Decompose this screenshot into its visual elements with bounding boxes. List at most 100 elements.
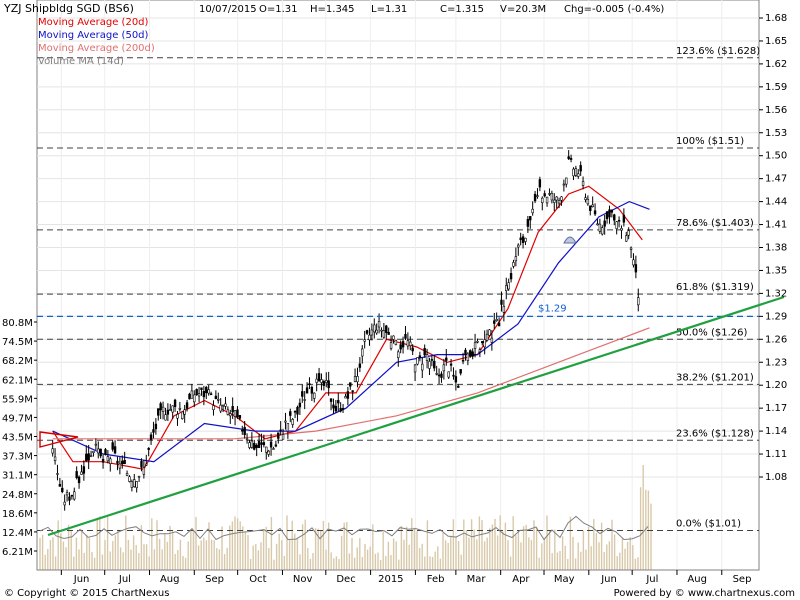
candle-body [550, 193, 554, 201]
moving-average-lines [39, 185, 650, 541]
candle-body [190, 390, 194, 399]
candle-body [142, 467, 146, 475]
volume-tick-label: 18.6M [2, 509, 33, 520]
candle-body [197, 393, 201, 397]
candle-body [68, 496, 71, 501]
ma-line [52, 200, 650, 463]
candle-body [572, 168, 575, 177]
month-label: Dec [336, 574, 355, 585]
candle-body [310, 386, 314, 394]
candle-body [490, 337, 494, 343]
legend-ma50: Moving Average (50d) [38, 30, 149, 41]
candle-body [305, 387, 309, 394]
month-label: Nov [293, 574, 313, 585]
candle-body [284, 420, 287, 423]
candle-body [548, 193, 551, 195]
candle-body [608, 209, 611, 218]
candle-body [387, 332, 390, 335]
candle-body [620, 228, 623, 231]
candle-body [380, 329, 383, 332]
candle-body [452, 374, 455, 377]
candle-body [440, 373, 443, 378]
candle-body [243, 427, 246, 436]
candle-body [581, 181, 585, 186]
candle-body [358, 363, 362, 368]
candle-body [526, 219, 530, 227]
candle-body [399, 344, 402, 350]
volume-tick-label: 68.2M [2, 356, 33, 367]
candle-body [308, 383, 311, 385]
candle-body [569, 158, 573, 160]
legend-ma20: Moving Average (20d) [38, 17, 149, 28]
candle-body [428, 361, 431, 369]
candle-body [529, 216, 532, 221]
candle-body [622, 214, 626, 223]
candle-body [185, 402, 189, 409]
candle-body [397, 351, 400, 358]
candle-body [560, 196, 563, 201]
candle-body [320, 379, 323, 383]
candle-body [123, 460, 126, 464]
candle-body [130, 481, 134, 488]
month-label: Mar [467, 574, 487, 585]
price-tick-label: 1.11 [765, 449, 787, 460]
volume-tick-label: 62.1M [2, 375, 33, 386]
candle-body [289, 411, 292, 416]
candle-body [97, 448, 100, 454]
candle-body [521, 236, 525, 243]
candle-body [157, 408, 160, 416]
candle-body [368, 334, 371, 341]
candle-body [118, 463, 122, 469]
candle-body [303, 399, 306, 401]
close-value: C=1.315 [440, 4, 484, 15]
candle-body [205, 386, 208, 394]
annotations: $1.29 [37, 236, 785, 537]
low-value: L=1.31 [371, 4, 408, 15]
candle-body [512, 262, 515, 267]
candle-body [159, 403, 162, 411]
candle-body [250, 440, 254, 448]
candle-body [224, 403, 227, 407]
candle-body [430, 359, 434, 361]
candle-body [495, 319, 498, 321]
candle-body [173, 399, 177, 408]
candle-body [176, 414, 179, 419]
candle-body [469, 350, 472, 357]
candle-body [476, 341, 479, 343]
candle-body [418, 355, 422, 358]
candle-body [457, 385, 460, 388]
candle-body [613, 214, 616, 221]
price-tick-label: 1.41 [765, 220, 787, 231]
high-value: H=1.345 [310, 4, 355, 15]
candle-body [615, 221, 618, 229]
candle-body [627, 230, 630, 236]
volume-ma-line [39, 515, 649, 541]
candle-body [164, 414, 167, 421]
candle-body [212, 405, 215, 411]
price-tick-label: 1.59 [765, 82, 787, 93]
candle-body [531, 208, 534, 214]
candle-body [154, 423, 158, 430]
support-line-label: $1.29 [538, 303, 567, 314]
plot-area [36, 0, 760, 571]
candle-body [543, 193, 546, 197]
candle-body [125, 473, 129, 476]
candle-body [147, 447, 150, 450]
candle-body [370, 329, 374, 336]
candle-body [325, 380, 328, 383]
candle-body [92, 450, 95, 453]
candle-body [313, 392, 316, 399]
price-tick-label: 1.35 [765, 265, 787, 276]
trendline [47, 295, 785, 537]
volume-tick-label: 31.1M [2, 471, 33, 482]
month-label: Oct [249, 574, 266, 585]
month-label: Jun [73, 574, 90, 585]
price-tick-label: 1.65 [765, 36, 787, 47]
candle-body [375, 329, 378, 334]
candle-body [77, 476, 81, 484]
price-tick-label: 1.50 [765, 151, 787, 162]
candle-body [58, 484, 62, 487]
candle-body [483, 339, 486, 348]
candle-body [447, 371, 450, 378]
